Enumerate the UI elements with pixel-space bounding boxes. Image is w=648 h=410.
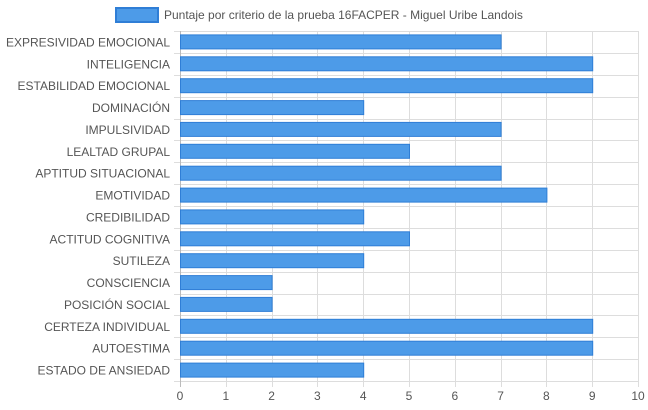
category-label: ESTADO DE ANSIEDAD (38, 364, 171, 378)
category-label: POSICIÓN SOCIAL (64, 297, 170, 312)
bar[interactable] (180, 231, 410, 247)
x-tick-label: 7 (497, 389, 504, 403)
x-tick-label: 5 (406, 389, 413, 403)
x-tick-label: 1 (222, 389, 229, 403)
legend-label: Puntaje por criterio de la prueba 16FACP… (164, 8, 523, 22)
legend-swatch (115, 7, 159, 23)
bar[interactable] (180, 296, 273, 312)
x-tick-label: 6 (451, 389, 458, 403)
bar[interactable] (180, 121, 502, 137)
x-tick-label: 0 (177, 389, 184, 403)
bar-series (180, 34, 594, 378)
bar[interactable] (180, 362, 365, 378)
category-label: ACTITUD COGNITIVA (50, 232, 170, 246)
category-label: DOMINACIÓN (92, 100, 170, 115)
category-label: INTELIGENCIA (87, 57, 170, 71)
bar[interactable] (180, 143, 410, 159)
category-label: IMPULSIVIDAD (85, 123, 170, 137)
x-tick-label: 4 (360, 389, 367, 403)
category-label: EXPRESIVIDAD EMOCIONAL (6, 35, 170, 49)
category-label: EMOTIVIDAD (95, 189, 170, 203)
bar[interactable] (180, 253, 365, 269)
bar[interactable] (180, 34, 502, 50)
category-label: APTITUD SITUACIONAL (35, 167, 170, 181)
category-label: LEALTAD GRUPAL (67, 145, 171, 159)
x-tick-label: 8 (543, 389, 550, 403)
bar[interactable] (180, 56, 594, 72)
bar[interactable] (180, 187, 548, 203)
chart-legend[interactable]: Puntaje por criterio de la prueba 16FACP… (115, 7, 523, 23)
bar[interactable] (180, 318, 594, 334)
category-label: ESTABILIDAD EMOCIONAL (18, 79, 171, 93)
bar[interactable] (180, 100, 365, 116)
category-label: SUTILEZA (113, 254, 170, 268)
x-tick-label: 10 (631, 389, 645, 403)
bar[interactable] (180, 340, 594, 356)
x-tick-label: 2 (268, 389, 275, 403)
bar[interactable] (180, 275, 273, 291)
category-label: CONSCIENCIA (87, 276, 170, 290)
x-tick-label: 9 (589, 389, 596, 403)
category-label: AUTOESTIMA (92, 342, 170, 356)
category-label: CREDIBILIDAD (86, 210, 170, 224)
bar[interactable] (180, 78, 594, 94)
x-tick-label: 3 (314, 389, 321, 403)
category-labels: EXPRESIVIDAD EMOCIONAL INTELIGENCIA ESTABI… (6, 35, 170, 377)
x-axis-ticks: 0 1 2 3 4 5 6 7 8 9 10 (177, 389, 645, 403)
bar[interactable] (180, 209, 365, 225)
bar[interactable] (180, 165, 502, 181)
category-label: CERTEZA INDIVIDUAL (44, 320, 170, 334)
